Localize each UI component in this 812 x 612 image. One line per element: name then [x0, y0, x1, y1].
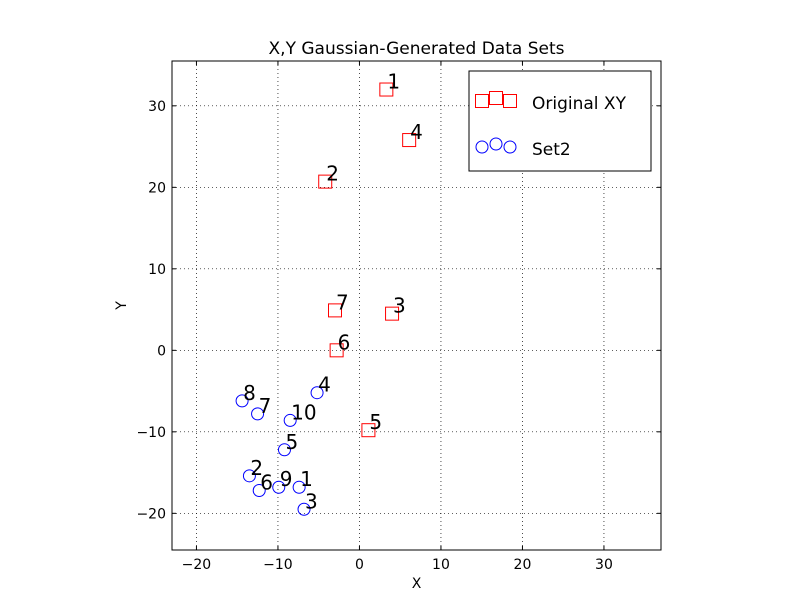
point-label: 4: [318, 373, 331, 397]
point-label: 2: [250, 456, 263, 480]
x-tick-label: 0: [355, 557, 364, 573]
y-tick-label: −10: [136, 425, 166, 441]
square-point: [361, 423, 376, 438]
circle-point: [251, 407, 265, 421]
y-tick-label: 30: [148, 99, 166, 115]
point-label: 8: [243, 381, 256, 405]
legend-label-set2: Set2: [532, 140, 571, 160]
legend-label-original-xy: Original XY: [532, 94, 627, 114]
circle-point: [310, 386, 324, 400]
legend: Original XY Set2: [468, 70, 652, 172]
point-label: 3: [305, 489, 318, 513]
point-label: 4: [410, 120, 423, 144]
series-0: 1 2 3 4 5 6 7: [318, 70, 423, 438]
point-label: 1: [300, 467, 313, 491]
legend-square-icon: [503, 94, 517, 108]
x-tick-label: 30: [595, 557, 613, 573]
point-label: 3: [393, 294, 406, 318]
point-label: 5: [285, 430, 298, 454]
legend-circle-icon: [503, 140, 517, 154]
point-label: 9: [280, 467, 293, 491]
legend-circle-icon: [475, 140, 489, 154]
point-label: 6: [338, 330, 351, 354]
ticks: −20 −10 0 10 20 30 −20 −10 0 10 20 30: [136, 61, 661, 573]
point-label: 2: [326, 162, 339, 186]
point-label: 7: [259, 394, 272, 418]
circle-point: [283, 413, 297, 427]
legend-box: [468, 70, 652, 172]
circle-point: [242, 469, 256, 483]
y-tick-label: 20: [148, 180, 166, 196]
y-tick-label: 0: [157, 343, 166, 359]
x-tick-label: −20: [182, 557, 212, 573]
y-tick-label: −20: [136, 506, 166, 522]
point-label: 5: [369, 410, 382, 434]
plot-frame: [171, 60, 662, 551]
circle-point: [297, 502, 311, 516]
square-point: [385, 306, 400, 321]
x-tick-label: 10: [432, 557, 450, 573]
legend-square-icon: [489, 91, 503, 105]
point-label: 7: [336, 290, 349, 314]
square-point: [328, 303, 342, 318]
point-label: 10: [291, 400, 316, 424]
grid: [172, 61, 661, 550]
point-label: 1: [387, 70, 400, 94]
circle-point: [292, 480, 306, 494]
x-axis-label: X: [412, 576, 422, 592]
circle-point: [252, 484, 266, 498]
legend-circle-icon: [489, 137, 503, 151]
y-tick-label: 10: [148, 262, 166, 278]
x-tick-label: −10: [263, 557, 293, 573]
x-tick-label: 20: [514, 557, 532, 573]
square-point: [402, 133, 417, 148]
chart-title: X,Y Gaussian-Generated Data Sets: [269, 39, 565, 59]
y-axis-label: Y: [114, 301, 130, 311]
legend-marker-set2: [475, 137, 517, 154]
circle-point: [235, 394, 249, 408]
legend-square-icon: [475, 94, 489, 108]
circle-point: [272, 480, 286, 494]
square-point: [329, 343, 344, 358]
square-point: [318, 174, 333, 189]
square-point: [379, 82, 394, 97]
circle-point: [277, 443, 291, 457]
legend-marker-original-xy: [475, 91, 517, 108]
point-label: 6: [260, 471, 273, 495]
